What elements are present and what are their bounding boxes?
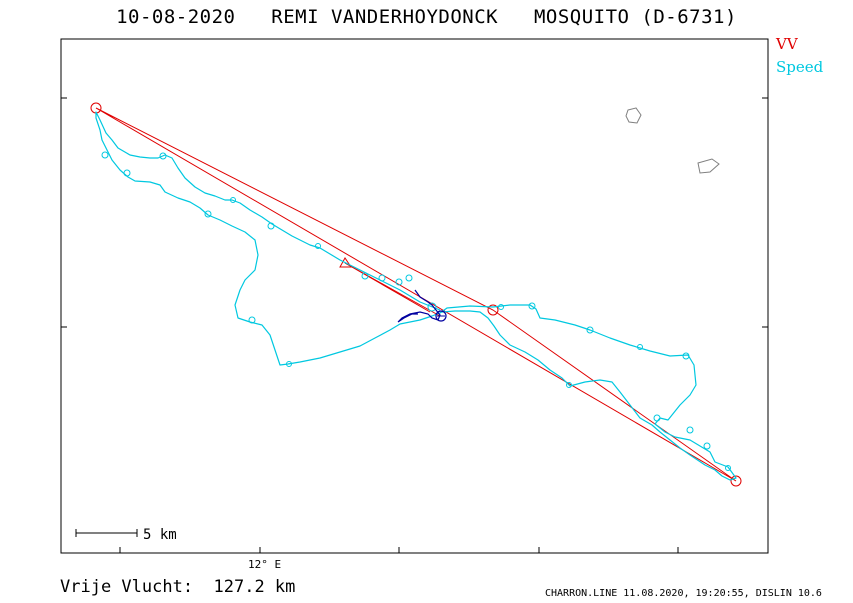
- airspace-zone: [697, 158, 720, 174]
- legend-vv: VV: [776, 35, 798, 53]
- flight-date: 10-08-2020: [116, 6, 236, 28]
- scale-label: 5 km: [143, 527, 177, 543]
- start-triangle: [339, 257, 352, 268]
- longitude-label: 12° E: [248, 558, 281, 571]
- glider-name: MOSQUITO (D-6731): [533, 6, 737, 28]
- distance-label: Vrije Vlucht: 127.2 km: [60, 577, 296, 597]
- flight-track-slow: [397, 289, 441, 323]
- flight-track: [95, 111, 737, 481]
- task-line: [95, 107, 737, 482]
- map-frame: [60, 38, 769, 554]
- turnpoint-marker: [487, 304, 499, 316]
- task-line: [344, 262, 431, 313]
- page-title: 10-08-2020 REMI VANDERHOYDONCK MOSQUITO …: [0, 6, 853, 28]
- credit-label: CHARRON.LINE 11.08.2020, 19:20:55, DISLI…: [545, 588, 822, 599]
- airspace-zone: [625, 107, 642, 124]
- pilot-name: REMI VANDERHOYDONCK: [271, 6, 499, 28]
- finish-marker: [435, 310, 447, 322]
- scale-bar: [75, 529, 138, 537]
- turnpoint-marker: [730, 475, 742, 487]
- axis-ticks: [61, 97, 768, 553]
- legend-speed: Speed: [776, 58, 824, 76]
- thermal-circles: [101, 151, 731, 471]
